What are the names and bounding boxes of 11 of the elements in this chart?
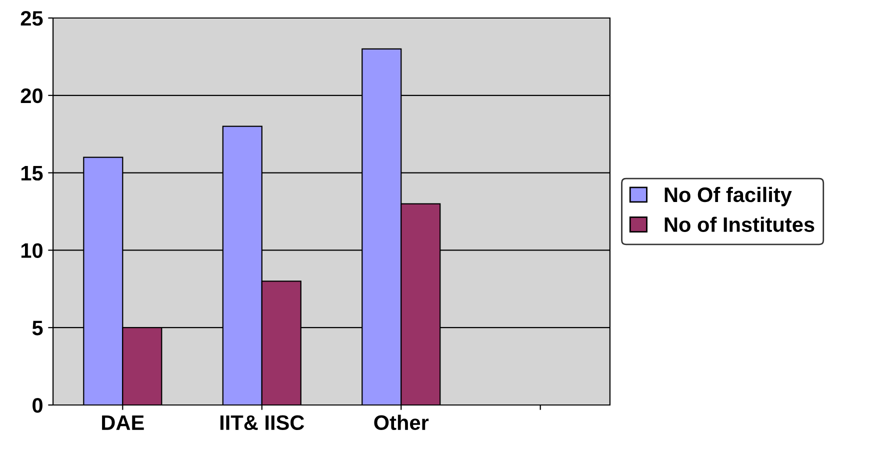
x-tick-label: IIT& IISC: [220, 415, 304, 430]
y-tick-label: 0: [32, 398, 42, 413]
legend-label: No of Institutes: [664, 216, 814, 232]
x-tick-label: Other: [374, 414, 429, 430]
y-tick-label: 5: [32, 320, 43, 336]
y-tick-label: 20: [20, 88, 42, 104]
y-tick-label: 25: [20, 11, 43, 26]
legend-label: No Of facility: [664, 186, 792, 206]
y-tick-label: 10: [21, 243, 42, 258]
y-tick-label: 15: [21, 166, 43, 181]
x-tick-label: DAE: [102, 415, 144, 430]
